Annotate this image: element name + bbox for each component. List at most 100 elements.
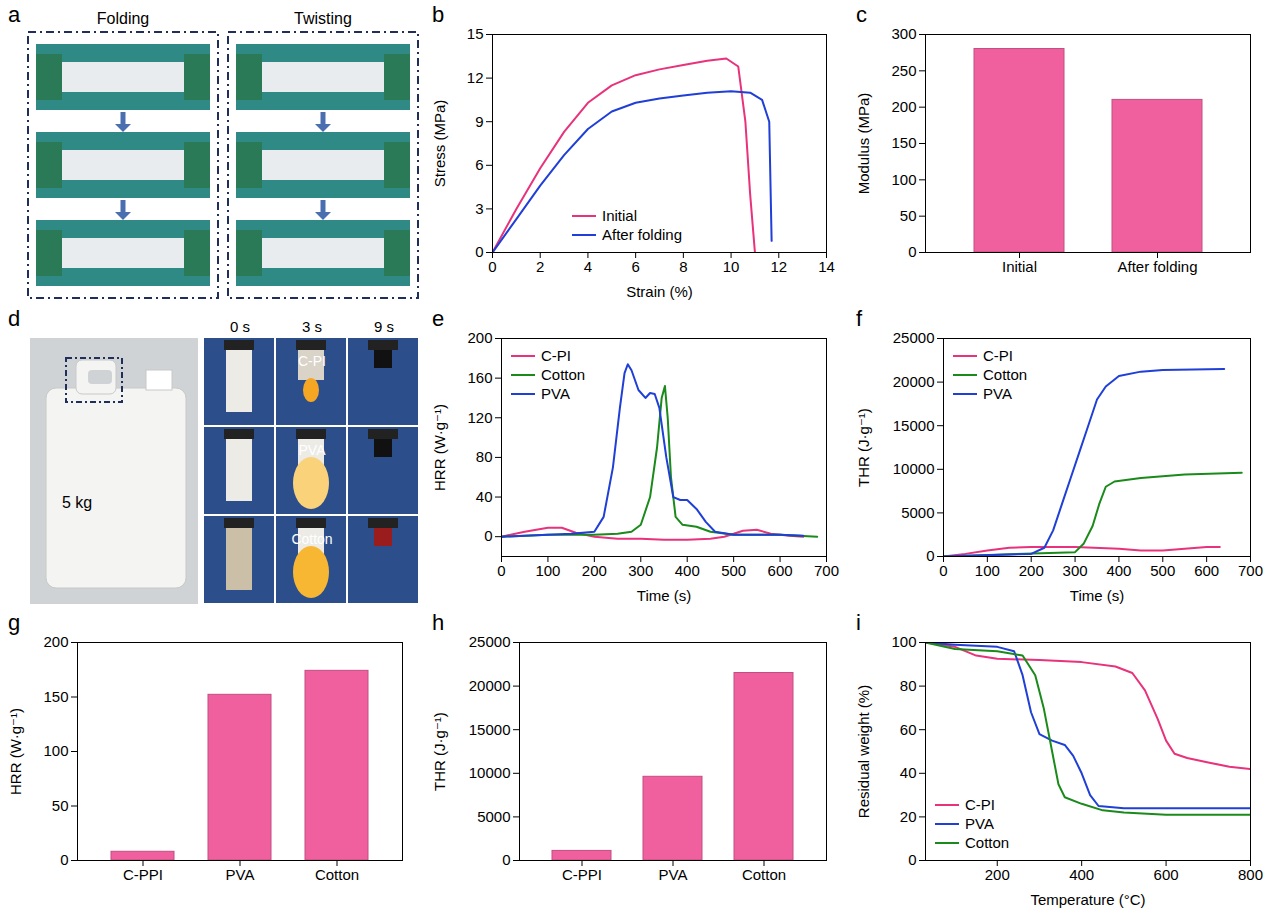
svg-text:25000: 25000 (469, 633, 511, 650)
svg-text:3: 3 (475, 200, 483, 217)
svg-text:14: 14 (818, 258, 835, 275)
svg-text:80: 80 (900, 677, 917, 694)
svg-text:200: 200 (582, 562, 607, 579)
svg-text:0: 0 (488, 258, 496, 275)
svg-text:PVA: PVA (226, 866, 255, 883)
svg-text:600: 600 (1194, 562, 1219, 579)
svg-text:100: 100 (43, 742, 68, 759)
svg-text:0: 0 (60, 851, 68, 868)
svg-text:200: 200 (891, 98, 916, 115)
svg-text:C-PPI: C-PPI (123, 866, 163, 883)
svg-text:0 s: 0 s (230, 318, 250, 335)
svg-text:3 s: 3 s (302, 318, 322, 335)
svg-text:10000: 10000 (469, 764, 511, 781)
svg-text:300: 300 (628, 562, 653, 579)
svg-text:HRR (W·g⁻¹): HRR (W·g⁻¹) (431, 404, 448, 491)
svg-text:40: 40 (476, 488, 493, 505)
svg-text:800: 800 (1238, 866, 1263, 883)
svg-text:0: 0 (475, 243, 483, 260)
html-text:Initial: Initial (602, 207, 637, 224)
svg-text:400: 400 (1069, 866, 1094, 883)
svg-text:150: 150 (891, 134, 916, 151)
svg-text:700: 700 (814, 562, 839, 579)
svg-text:500: 500 (1150, 562, 1175, 579)
svg-text:0: 0 (484, 527, 492, 544)
svg-text:60: 60 (900, 721, 917, 738)
html-text:After folding: After folding (602, 226, 682, 243)
svg-text:6: 6 (631, 258, 639, 275)
svg-text:9: 9 (475, 113, 483, 130)
svg-text:15000: 15000 (893, 417, 935, 434)
svg-text:300: 300 (891, 25, 916, 42)
svg-text:100: 100 (535, 562, 560, 579)
svg-text:15: 15 (467, 25, 484, 42)
svg-text:15000: 15000 (469, 721, 511, 738)
svg-text:4: 4 (584, 258, 592, 275)
svg-text:700: 700 (1238, 562, 1263, 579)
svg-text:200: 200 (985, 866, 1010, 883)
svg-text:250: 250 (891, 62, 916, 79)
svg-text:20: 20 (900, 808, 917, 825)
svg-text:0: 0 (502, 851, 510, 868)
svg-text:THR (J·g⁻¹): THR (J·g⁻¹) (431, 712, 448, 791)
svg-text:THR (J·g⁻¹): THR (J·g⁻¹) (855, 408, 872, 487)
svg-text:After folding: After folding (1117, 258, 1197, 275)
svg-text:PVA: PVA (299, 442, 327, 458)
svg-text:100: 100 (891, 171, 916, 188)
svg-text:200: 200 (1019, 562, 1044, 579)
svg-text:Strain (%): Strain (%) (626, 283, 693, 300)
svg-text:0: 0 (908, 243, 916, 260)
svg-text:300: 300 (1063, 562, 1088, 579)
svg-text:Cotton: Cotton (291, 531, 332, 547)
svg-text:Folding: Folding (97, 10, 149, 27)
svg-text:C-PPI: C-PPI (562, 866, 602, 883)
svg-text:100: 100 (975, 562, 1000, 579)
svg-text:500: 500 (721, 562, 746, 579)
svg-text:Residual weight (%): Residual weight (%) (855, 685, 872, 818)
svg-text:2: 2 (536, 258, 544, 275)
svg-text:0: 0 (497, 562, 505, 579)
svg-text:600: 600 (1154, 866, 1179, 883)
svg-text:10000: 10000 (893, 460, 935, 477)
svg-text:Cotton: Cotton (315, 866, 359, 883)
svg-text:20000: 20000 (469, 677, 511, 694)
svg-text:10: 10 (723, 258, 740, 275)
svg-text:80: 80 (476, 448, 493, 465)
svg-text:40: 40 (900, 764, 917, 781)
svg-text:9 s: 9 s (374, 318, 394, 335)
svg-text:400: 400 (675, 562, 700, 579)
svg-text:HRR (W·g⁻¹): HRR (W·g⁻¹) (7, 708, 24, 795)
svg-text:Stress (MPa): Stress (MPa) (431, 100, 448, 188)
svg-text:400: 400 (1106, 562, 1131, 579)
svg-text:160: 160 (467, 369, 492, 386)
svg-text:Modulus (MPa): Modulus (MPa) (855, 93, 872, 195)
svg-text:C-PI: C-PI (298, 353, 326, 369)
svg-text:0: 0 (939, 562, 947, 579)
svg-text:5000: 5000 (901, 504, 934, 521)
svg-text:600: 600 (768, 562, 793, 579)
svg-text:25000: 25000 (893, 329, 935, 346)
svg-text:100: 100 (891, 633, 916, 650)
svg-text:5 kg: 5 kg (62, 494, 92, 511)
svg-text:50: 50 (52, 797, 69, 814)
svg-text:0: 0 (908, 851, 916, 868)
svg-text:20000: 20000 (893, 373, 935, 390)
svg-text:6: 6 (475, 156, 483, 173)
svg-text:PVA: PVA (659, 866, 688, 883)
svg-text:Time (s): Time (s) (1070, 587, 1124, 604)
svg-text:150: 150 (43, 688, 68, 705)
svg-text:8: 8 (679, 258, 687, 275)
svg-text:50: 50 (900, 207, 917, 224)
svg-text:Temperature (°C): Temperature (°C) (1030, 891, 1145, 908)
svg-text:Cotton: Cotton (742, 866, 786, 883)
svg-text:Initial: Initial (1002, 258, 1037, 275)
svg-text:5000: 5000 (477, 808, 510, 825)
svg-text:200: 200 (467, 329, 492, 346)
svg-text:Twisting: Twisting (294, 10, 352, 27)
svg-text:12: 12 (770, 258, 787, 275)
svg-text:Time (s): Time (s) (637, 587, 691, 604)
svg-text:0: 0 (926, 547, 934, 564)
svg-text:12: 12 (467, 69, 484, 86)
svg-text:200: 200 (43, 633, 68, 650)
svg-text:120: 120 (467, 409, 492, 426)
